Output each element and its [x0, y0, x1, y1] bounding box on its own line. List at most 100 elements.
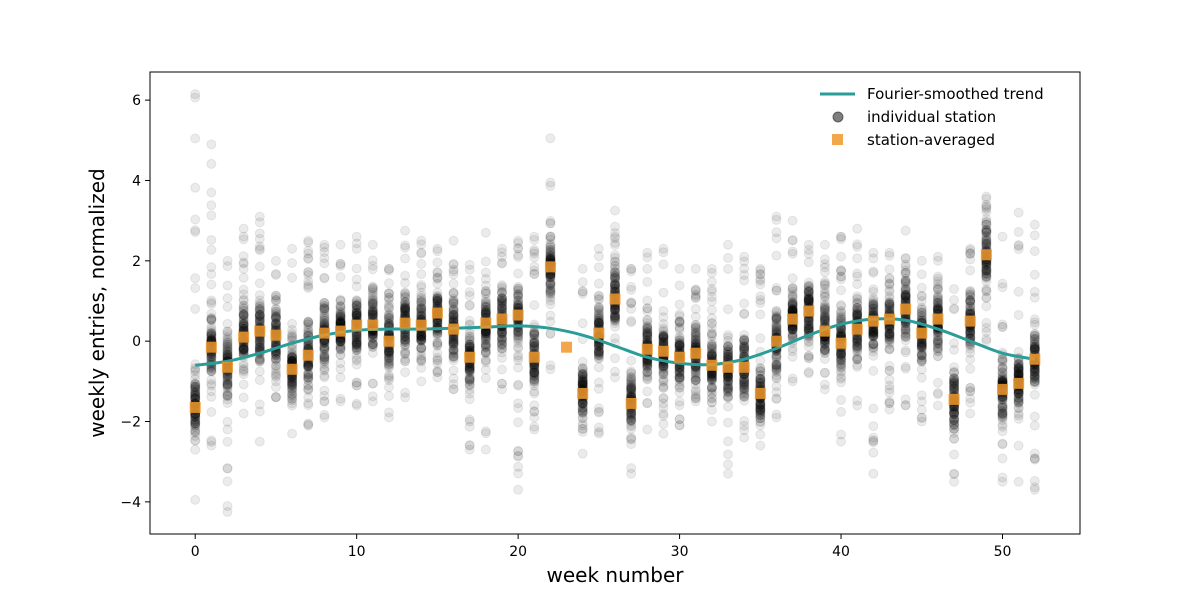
station-point	[190, 388, 201, 399]
station-point	[190, 383, 201, 394]
station-point	[206, 314, 217, 325]
station-point	[222, 501, 233, 512]
station-point	[529, 421, 540, 432]
station-point	[319, 272, 330, 283]
station-point	[190, 414, 201, 425]
station-point	[238, 272, 249, 283]
station-point	[319, 242, 330, 253]
station-point	[496, 280, 507, 291]
station-point	[739, 308, 750, 319]
station-point	[206, 269, 217, 280]
station-point	[206, 330, 217, 341]
station-point	[900, 267, 911, 278]
station-point	[723, 344, 734, 355]
station-point	[658, 247, 669, 258]
station-point	[642, 276, 653, 287]
station-point	[319, 341, 330, 352]
station-point	[206, 158, 217, 169]
station-point	[206, 330, 217, 341]
station-point	[303, 319, 314, 330]
station-point	[222, 280, 233, 291]
station-point	[787, 346, 798, 357]
station-point	[642, 263, 653, 274]
station-point	[658, 382, 669, 393]
station-point	[464, 264, 475, 275]
station-point	[868, 437, 879, 448]
station-point	[416, 247, 427, 258]
station-point	[819, 354, 830, 365]
station-point	[206, 365, 217, 376]
station-point	[852, 395, 863, 406]
station-point	[529, 338, 540, 349]
station-point	[254, 375, 265, 386]
station-point	[206, 366, 217, 377]
station-point	[190, 92, 201, 103]
station-point	[836, 266, 847, 277]
station-point	[916, 412, 927, 423]
station-point	[432, 257, 443, 268]
station-point	[706, 397, 717, 408]
station-point	[222, 476, 233, 487]
station-point	[836, 429, 847, 440]
station-point	[190, 214, 201, 225]
station-point	[690, 303, 701, 314]
station-point	[206, 234, 217, 245]
station-point	[254, 278, 265, 289]
station-point	[545, 231, 556, 242]
station-point	[884, 293, 895, 304]
station-point	[351, 299, 362, 310]
station-point	[755, 420, 766, 431]
station-point	[706, 304, 717, 315]
station-point	[432, 367, 443, 378]
station-point	[610, 233, 620, 244]
station-point	[787, 235, 798, 246]
station-point	[674, 280, 685, 291]
station-point	[674, 400, 685, 411]
station-point	[932, 255, 943, 266]
station-point	[416, 376, 427, 387]
station-point	[771, 350, 782, 361]
station-point	[335, 372, 346, 383]
station-point	[190, 387, 201, 398]
station-point	[351, 398, 362, 409]
station-point	[755, 309, 766, 320]
station-point	[836, 353, 847, 364]
station-point	[287, 243, 298, 254]
station-point	[222, 318, 233, 329]
station-point	[706, 296, 717, 307]
station-point	[755, 440, 766, 451]
station-point	[593, 377, 604, 388]
station-point	[755, 275, 766, 286]
station-point	[319, 297, 330, 308]
station-point	[206, 366, 217, 377]
station-point	[577, 418, 588, 429]
station-point	[400, 289, 411, 300]
station-point	[916, 372, 927, 383]
station-point	[480, 372, 491, 383]
station-point	[319, 396, 330, 407]
station-point	[884, 344, 895, 355]
station-point	[706, 343, 717, 354]
station-point	[819, 283, 830, 294]
station-point	[513, 238, 524, 249]
station-point	[755, 377, 766, 388]
station-point	[674, 309, 685, 320]
station-point	[351, 353, 362, 364]
station-point	[206, 295, 217, 306]
station-point	[836, 406, 847, 417]
station-point	[496, 293, 507, 304]
station-point	[674, 372, 685, 383]
station-point	[335, 358, 346, 369]
station-point	[206, 315, 217, 326]
station-point	[577, 277, 588, 288]
station-point	[222, 293, 233, 304]
station-point	[610, 353, 620, 364]
station-point	[206, 440, 217, 451]
station-point	[287, 258, 298, 269]
station-point	[464, 384, 475, 395]
station-point	[610, 205, 620, 216]
station-point	[400, 225, 411, 236]
station-point	[723, 417, 734, 428]
station-point	[190, 283, 201, 294]
station-point	[287, 384, 298, 395]
